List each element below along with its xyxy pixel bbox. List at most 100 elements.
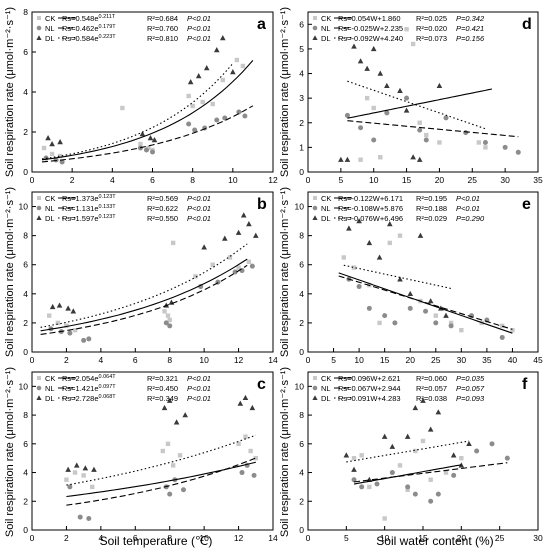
x-tick-label: 12 bbox=[268, 175, 278, 185]
data-point-ck bbox=[138, 141, 143, 147]
x-tick-label: 10 bbox=[228, 175, 238, 185]
data-point-nl bbox=[463, 130, 469, 136]
legend-series-name: NL bbox=[321, 24, 331, 33]
legend-p-value: P=0.156 bbox=[456, 34, 485, 43]
data-point-ck bbox=[41, 145, 47, 151]
fit-line-nl bbox=[347, 120, 519, 138]
panel-letter: d bbox=[522, 16, 532, 33]
chart-panel-f: 0 5 10 15 20 25 30 0 2 4 6 8 10 f CK Rs=0.096W+2.621 R²=… bbox=[295, 371, 543, 543]
data-point-nl bbox=[389, 470, 395, 476]
data-point-dl bbox=[450, 452, 457, 458]
data-point-ck bbox=[170, 240, 176, 246]
data-point-dl bbox=[458, 462, 465, 468]
legend-series-name: NL bbox=[45, 24, 55, 33]
data-point-dl bbox=[338, 156, 344, 162]
x-tick-label: 10 bbox=[380, 533, 390, 543]
legend-r2: R²=0.195 bbox=[416, 194, 447, 203]
data-point-ck bbox=[146, 145, 151, 151]
data-point-nl bbox=[382, 313, 388, 319]
data-point-ck bbox=[420, 438, 426, 444]
data-point-dl bbox=[343, 452, 350, 458]
y-axis-title-right: Soil respiration rate (μmol·m⁻²·s⁻¹) bbox=[279, 187, 291, 357]
panel-letter: e bbox=[522, 196, 531, 213]
chart-panel-e: 0 5 10 15 20 25 30 35 40 45 0 2 4 6 8 10 e CK Rs=-0.122W+6… bbox=[295, 191, 543, 365]
y-tick-label: 6 bbox=[299, 439, 304, 449]
data-point-nl bbox=[180, 487, 186, 493]
data-point-dl bbox=[230, 69, 236, 75]
data-point-dl bbox=[182, 412, 189, 418]
y-tick-label: 8 bbox=[23, 7, 28, 17]
legend-marker-dl bbox=[36, 395, 42, 400]
legend-marker-dl bbox=[36, 35, 42, 40]
data-point-ck bbox=[397, 233, 403, 238]
fit-line-ck bbox=[40, 258, 248, 332]
fit-line-ck bbox=[353, 464, 462, 485]
x-tick-label: 10 bbox=[354, 355, 364, 365]
legend-series-name: DL bbox=[321, 394, 331, 403]
legend-p-value: P<0.01 bbox=[187, 204, 211, 213]
y-tick-label: 2 bbox=[23, 127, 28, 137]
data-point-dl bbox=[161, 404, 168, 411]
y-tick-label: 3 bbox=[299, 93, 304, 103]
legend-r2: R²=0.020 bbox=[416, 24, 447, 33]
data-point-nl bbox=[59, 159, 65, 165]
legend-r2: R²=0.760 bbox=[147, 24, 178, 33]
data-point-nl bbox=[504, 455, 510, 461]
data-point-nl bbox=[404, 95, 410, 101]
data-point-nl bbox=[428, 498, 434, 504]
legend-p-value: P=0.035 bbox=[456, 374, 485, 383]
data-point-ck bbox=[443, 470, 449, 475]
data-point-ck bbox=[81, 473, 86, 478]
legend-series-name: NL bbox=[45, 384, 55, 393]
data-point-ck bbox=[459, 455, 464, 461]
data-point-ck bbox=[405, 487, 410, 492]
legend-r2: R²=0.550 bbox=[147, 214, 178, 223]
data-point-ck bbox=[234, 57, 240, 63]
data-point-dl bbox=[376, 254, 383, 260]
data-point-dl bbox=[384, 82, 390, 89]
y-tick-label: 4 bbox=[23, 87, 28, 97]
x-tick-label: 8 bbox=[167, 533, 172, 543]
fit-line-nl bbox=[338, 275, 513, 330]
x-tick-label: 10 bbox=[369, 175, 379, 185]
x-tick-label: 15 bbox=[402, 175, 412, 185]
data-point-dl bbox=[56, 302, 63, 308]
data-point-dl bbox=[364, 65, 370, 71]
y-tick-label: 8 bbox=[299, 231, 304, 241]
data-point-ck bbox=[64, 323, 69, 329]
data-point-ck bbox=[413, 448, 418, 454]
x-tick-label: 30 bbox=[457, 355, 467, 365]
data-point-dl bbox=[201, 244, 207, 250]
data-point-nl bbox=[433, 320, 439, 326]
data-point-dl bbox=[386, 221, 393, 227]
data-point-dl bbox=[49, 141, 55, 147]
y-tick-label: 0 bbox=[299, 347, 304, 357]
legend-marker-ck bbox=[37, 196, 41, 200]
data-point-nl bbox=[392, 320, 398, 326]
data-point-ck bbox=[417, 120, 422, 125]
data-point-dl bbox=[403, 107, 410, 113]
data-point-ck bbox=[200, 99, 205, 105]
legend-series-name: NL bbox=[321, 204, 331, 213]
data-point-nl bbox=[242, 113, 248, 119]
data-point-ck bbox=[177, 453, 183, 458]
data-point-dl bbox=[249, 404, 256, 411]
data-point-dl bbox=[366, 239, 373, 246]
x-axis-title-left: Soil temperature (℃) bbox=[100, 534, 213, 548]
y-tick-label: 4 bbox=[23, 289, 28, 299]
legend-p-value: P=0.290 bbox=[456, 214, 485, 223]
data-point-ck bbox=[448, 320, 454, 326]
data-point-ck bbox=[120, 105, 125, 111]
x-tick-label: 2 bbox=[70, 175, 75, 185]
plot-frame bbox=[307, 191, 539, 353]
data-point-ck bbox=[500, 323, 505, 329]
data-point-dl bbox=[49, 303, 56, 310]
y-tick-label: 6 bbox=[23, 47, 28, 57]
x-tick-label: 20 bbox=[457, 533, 467, 543]
data-point-nl bbox=[366, 305, 372, 311]
y-tick-label: 4 bbox=[299, 69, 304, 79]
data-point-ck bbox=[165, 441, 171, 447]
data-point-ck bbox=[162, 309, 167, 314]
data-point-ck bbox=[210, 262, 215, 267]
